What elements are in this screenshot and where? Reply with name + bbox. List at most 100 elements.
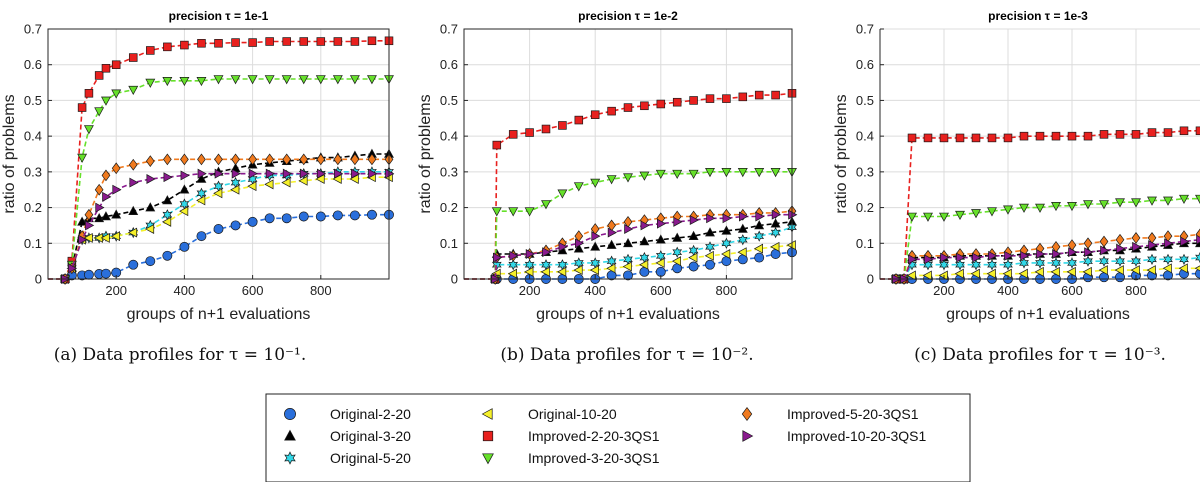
data-point-Improved-3-20-3QS1 — [1019, 203, 1029, 213]
data-point-Improved-2-20-3QS1 — [1195, 126, 1200, 136]
data-point-Improved-2-20-3QS1 — [1083, 131, 1093, 141]
data-point-Improved-10-20-3QS1 — [542, 247, 552, 258]
data-point-Original-2-20 — [145, 256, 156, 267]
y-tick-label: 0.1 — [856, 236, 874, 251]
data-point-Improved-2-20-3QS1 — [1051, 131, 1061, 141]
data-point-Improved-2-20-3QS1 — [640, 101, 649, 111]
data-point-Original-5-20 — [1067, 257, 1077, 269]
data-point-Original-2-20 — [367, 209, 377, 220]
data-point-Improved-2-20-3QS1 — [265, 37, 274, 46]
data-point-Original-5-20 — [987, 259, 997, 271]
data-point-Original-3-20 — [128, 205, 139, 215]
y-tick-label: 0 — [35, 272, 42, 287]
x-tick-label: 600 — [242, 283, 264, 298]
data-point-Improved-2-20-3QS1 — [525, 128, 534, 137]
data-point-Original-5-20 — [1051, 257, 1061, 269]
x-tick-label: 400 — [584, 283, 606, 298]
data-point-Improved-2-20-3QS1 — [77, 103, 87, 112]
data-point-Improved-10-20-3QS1 — [956, 252, 966, 263]
data-point-Improved-2-20-3QS1 — [1099, 130, 1109, 139]
data-point-Improved-3-20-3QS1 — [281, 75, 292, 85]
y-tick-label: 0.1 — [24, 236, 42, 251]
data-point-Improved-10-20-3QS1 — [574, 238, 585, 249]
data-point-Improved-10-20-3QS1 — [924, 254, 934, 265]
data-point-Original-2-20 — [332, 210, 343, 221]
data-point-Improved-3-20-3QS1 — [1099, 200, 1109, 210]
data-point-Original-10-20 — [970, 268, 980, 279]
data-point-Original-10-20 — [196, 195, 206, 206]
data-point-Improved-3-20-3QS1 — [298, 75, 309, 85]
y-tick-label: 0.4 — [24, 129, 42, 144]
data-point-Original-5-20 — [939, 259, 949, 271]
data-point-Improved-2-20-3QS1 — [738, 92, 748, 102]
data-point-Improved-10-20-3QS1 — [738, 211, 749, 222]
y-tick-label: 0.7 — [856, 22, 874, 37]
y-axis-label: ratio of problems — [1, 94, 18, 213]
data-point-Original-5-20 — [1083, 255, 1093, 267]
data-point-Original-10-20 — [906, 270, 916, 281]
data-point-Original-10-20 — [247, 181, 257, 192]
data-point-Original-5-20 — [1195, 251, 1200, 264]
data-point-Original-10-20 — [704, 250, 714, 261]
data-point-Improved-2-20-3QS1 — [101, 64, 111, 73]
data-point-Improved-10-20-3QS1 — [1180, 236, 1190, 247]
data-point-Improved-3-20-3QS1 — [955, 210, 965, 221]
data-point-Original-2-20 — [705, 259, 715, 270]
data-point-Original-10-20 — [281, 177, 291, 188]
data-point-Original-5-20 — [1131, 255, 1141, 267]
data-point-Improved-10-20-3QS1 — [1196, 234, 1200, 245]
data-point-Original-2-20 — [315, 211, 326, 222]
data-point-Improved-2-20-3QS1 — [316, 37, 326, 46]
data-point-Improved-2-20-3QS1 — [111, 60, 121, 69]
data-point-Improved-2-20-3QS1 — [84, 89, 94, 98]
data-point-Original-5-20 — [1115, 255, 1125, 267]
data-point-Improved-2-20-3QS1 — [754, 90, 764, 100]
data-point-Improved-3-20-3QS1 — [145, 78, 156, 88]
data-point-Original-10-20 — [110, 231, 121, 242]
y-tick-label: 0.2 — [856, 200, 874, 215]
data-point-Original-5-20 — [705, 241, 715, 253]
y-axis-label: ratio of problems — [833, 94, 850, 213]
data-point-Original-5-20 — [508, 259, 519, 271]
data-point-Original-10-20 — [1002, 268, 1012, 279]
data-point-Improved-3-20-3QS1 — [541, 200, 551, 210]
data-point-Improved-5-20-3QS1 — [1115, 233, 1125, 246]
data-point-Original-10-20 — [1082, 266, 1092, 277]
data-point-Improved-3-20-3QS1 — [1163, 196, 1173, 206]
data-point-Original-2-20 — [230, 220, 241, 231]
data-point-Improved-10-20-3QS1 — [334, 168, 344, 179]
data-point-Improved-2-20-3QS1 — [672, 97, 682, 107]
data-point-Improved-5-20-3QS1 — [316, 153, 326, 166]
y-tick-label: 0.7 — [24, 22, 42, 37]
legend-marker-Improved-3-20-3QS1 — [482, 453, 494, 465]
data-point-Original-2-20 — [1195, 268, 1200, 279]
data-point-Improved-2-20-3QS1 — [1179, 126, 1189, 136]
data-point-Improved-10-20-3QS1 — [509, 250, 519, 261]
data-point-Original-2-20 — [754, 252, 765, 263]
data-point-Original-10-20 — [162, 216, 172, 227]
data-point-Improved-3-20-3QS1 — [213, 75, 224, 85]
data-point-Improved-2-20-3QS1 — [146, 46, 155, 55]
data-point-Original-10-20 — [1178, 263, 1188, 274]
legend-label: Improved-10-20-3QS1 — [787, 428, 927, 444]
data-point-Improved-2-20-3QS1 — [923, 133, 933, 143]
data-point-Improved-2-20-3QS1 — [1131, 130, 1141, 139]
data-point-Improved-2-20-3QS1 — [282, 37, 291, 46]
data-point-Original-2-20 — [196, 231, 207, 242]
legend-marker-Improved-5-20-3QS1 — [741, 406, 753, 422]
y-tick-label: 0.3 — [856, 164, 874, 179]
data-point-Improved-3-20-3QS1 — [721, 168, 732, 178]
legend: Original-2-20 Original-3-20 Original-5-20 O… — [265, 393, 971, 482]
data-point-Improved-10-20-3QS1 — [493, 252, 503, 263]
data-point-Improved-10-20-3QS1 — [689, 215, 699, 226]
data-point-Improved-3-20-3QS1 — [247, 75, 258, 85]
y-tick-label: 0.6 — [856, 57, 874, 72]
data-point-Improved-3-20-3QS1 — [737, 168, 748, 178]
data-point-Improved-3-20-3QS1 — [162, 76, 173, 87]
data-point-Improved-5-20-3QS1 — [1099, 235, 1109, 248]
y-tick-label: 0.6 — [440, 57, 458, 72]
data-point-Improved-5-20-3QS1 — [197, 153, 206, 166]
data-point-Improved-3-20-3QS1 — [196, 76, 207, 87]
axes-frame — [47, 28, 390, 280]
data-point-Original-5-20 — [1099, 255, 1109, 267]
